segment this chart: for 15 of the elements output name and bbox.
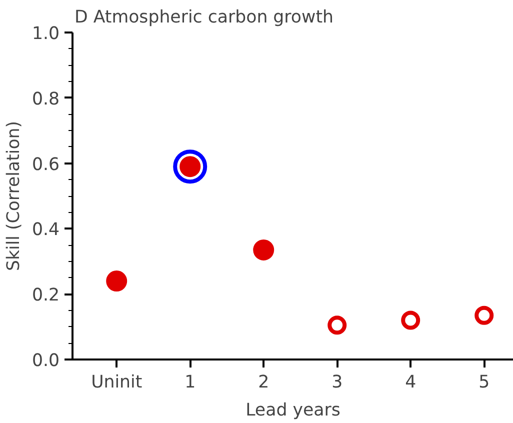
y-tick-label: 0.2 [32, 286, 60, 306]
y-axis-title: Skill (Correlation) [4, 120, 24, 272]
x-tick-label: 5 [478, 372, 490, 392]
y-tick-label: 0.8 [32, 89, 60, 110]
x-tick-label: 1 [184, 372, 196, 392]
y-tick-label: 1.0 [32, 24, 60, 44]
chart-title: D Atmospheric carbon growth [74, 8, 334, 28]
y-tick-label: 0.6 [32, 154, 60, 175]
y-tick-label: 0.0 [32, 351, 60, 371]
x-tick-label: Uninit [91, 372, 142, 392]
y-tick-label: 0.4 [32, 220, 60, 240]
x-tick-label: 3 [332, 372, 343, 392]
x-axis-title: Lead years [246, 400, 340, 420]
x-tick-label: 2 [258, 372, 270, 392]
x-tick-label: 4 [405, 372, 416, 392]
